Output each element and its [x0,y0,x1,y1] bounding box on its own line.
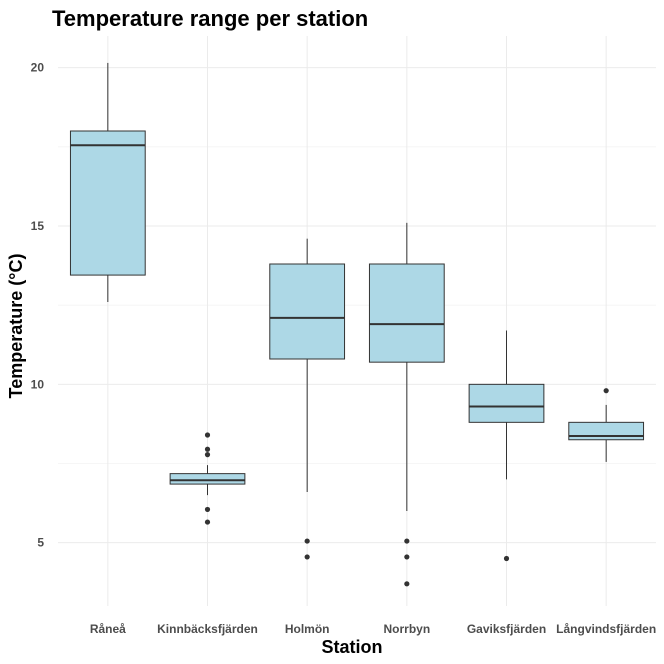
y-tick-label: 5 [37,536,44,550]
y-tick-label: 15 [31,219,45,233]
y-axis-title: Temperature (°C) [6,254,26,399]
outlier-point [603,388,609,394]
iqr-box [69,130,146,276]
plot-area [69,62,645,587]
outlier-point [404,554,410,560]
x-tick-label: Råneå [90,622,126,636]
iqr-box [368,263,445,363]
outlier-point [304,554,310,560]
iqr-box [568,421,645,441]
box-group [368,222,445,587]
outlier-point [503,555,510,562]
iqr-box [169,473,246,485]
outlier-point [304,538,310,544]
box-group [269,238,346,560]
outlier-point [204,519,211,525]
outlier-point [204,432,211,438]
outlier-point [404,538,410,544]
x-tick-label: Holmön [285,622,330,636]
outlier-point [204,446,211,452]
outlier-point [204,452,211,458]
outlier-point [404,581,410,587]
x-tick-label: Kinnbäcksfjärden [157,622,258,636]
box-group [568,388,645,462]
y-tick-label: 10 [31,377,45,391]
x-axis-title: Station [322,637,383,657]
y-tick-label: 20 [31,61,45,75]
x-tick-label: Gaviksfjärden [467,622,546,636]
outlier-point [204,506,211,513]
grid [58,36,656,606]
chart-title: Temperature range per station [52,6,368,31]
iqr-box [269,263,346,360]
iqr-box [468,383,545,423]
box-group [169,432,246,525]
box-group [468,330,545,562]
x-tick-label: Norrbyn [383,622,430,636]
x-tick-label: Långvindsfjärden [556,622,656,636]
box-group [69,62,146,302]
axis-ticks: 5 10 15 20 Råneå Kinnbäcksfjärden Holmön Norrby… [31,61,657,636]
